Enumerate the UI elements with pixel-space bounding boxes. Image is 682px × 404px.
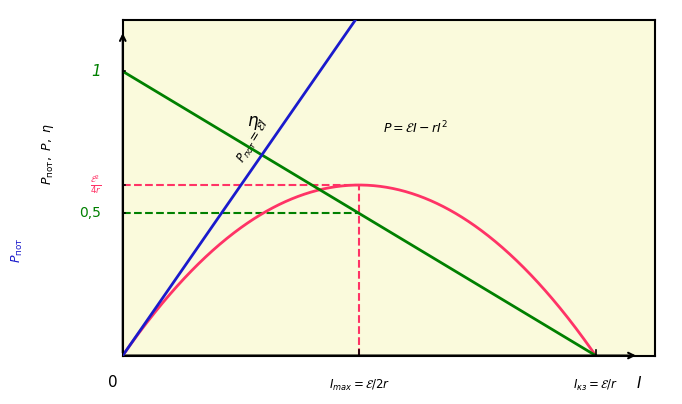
Text: $P=\mathcal{E}I-rI^2$: $P=\mathcal{E}I-rI^2$ [383,120,448,137]
Text: 0: 0 [108,375,118,390]
Text: 0,5: 0,5 [80,206,102,221]
Text: $P_{\mathregular{пот}},\ P,\ \eta$: $P_{\mathregular{пот}},\ P,\ \eta$ [40,122,56,185]
Text: $P_{\mathregular{пот}}=\mathcal{E}I$: $P_{\mathregular{пот}}=\mathcal{E}I$ [235,117,273,166]
Text: $I_{max}=\mathcal{E}/2r$: $I_{max}=\mathcal{E}/2r$ [329,378,390,393]
Text: $\frac{\mathcal{E}^2}{4r}$: $\frac{\mathcal{E}^2}{4r}$ [90,174,102,196]
Text: $I$: $I$ [636,375,642,391]
Text: $P_{\mathregular{пот}}$: $P_{\mathregular{пот}}$ [10,238,25,263]
Text: $I_{\kappa з}=\mathcal{E}/r$: $I_{\kappa з}=\mathcal{E}/r$ [573,378,619,393]
Text: $\eta$: $\eta$ [247,114,258,131]
Text: 1: 1 [92,64,102,79]
